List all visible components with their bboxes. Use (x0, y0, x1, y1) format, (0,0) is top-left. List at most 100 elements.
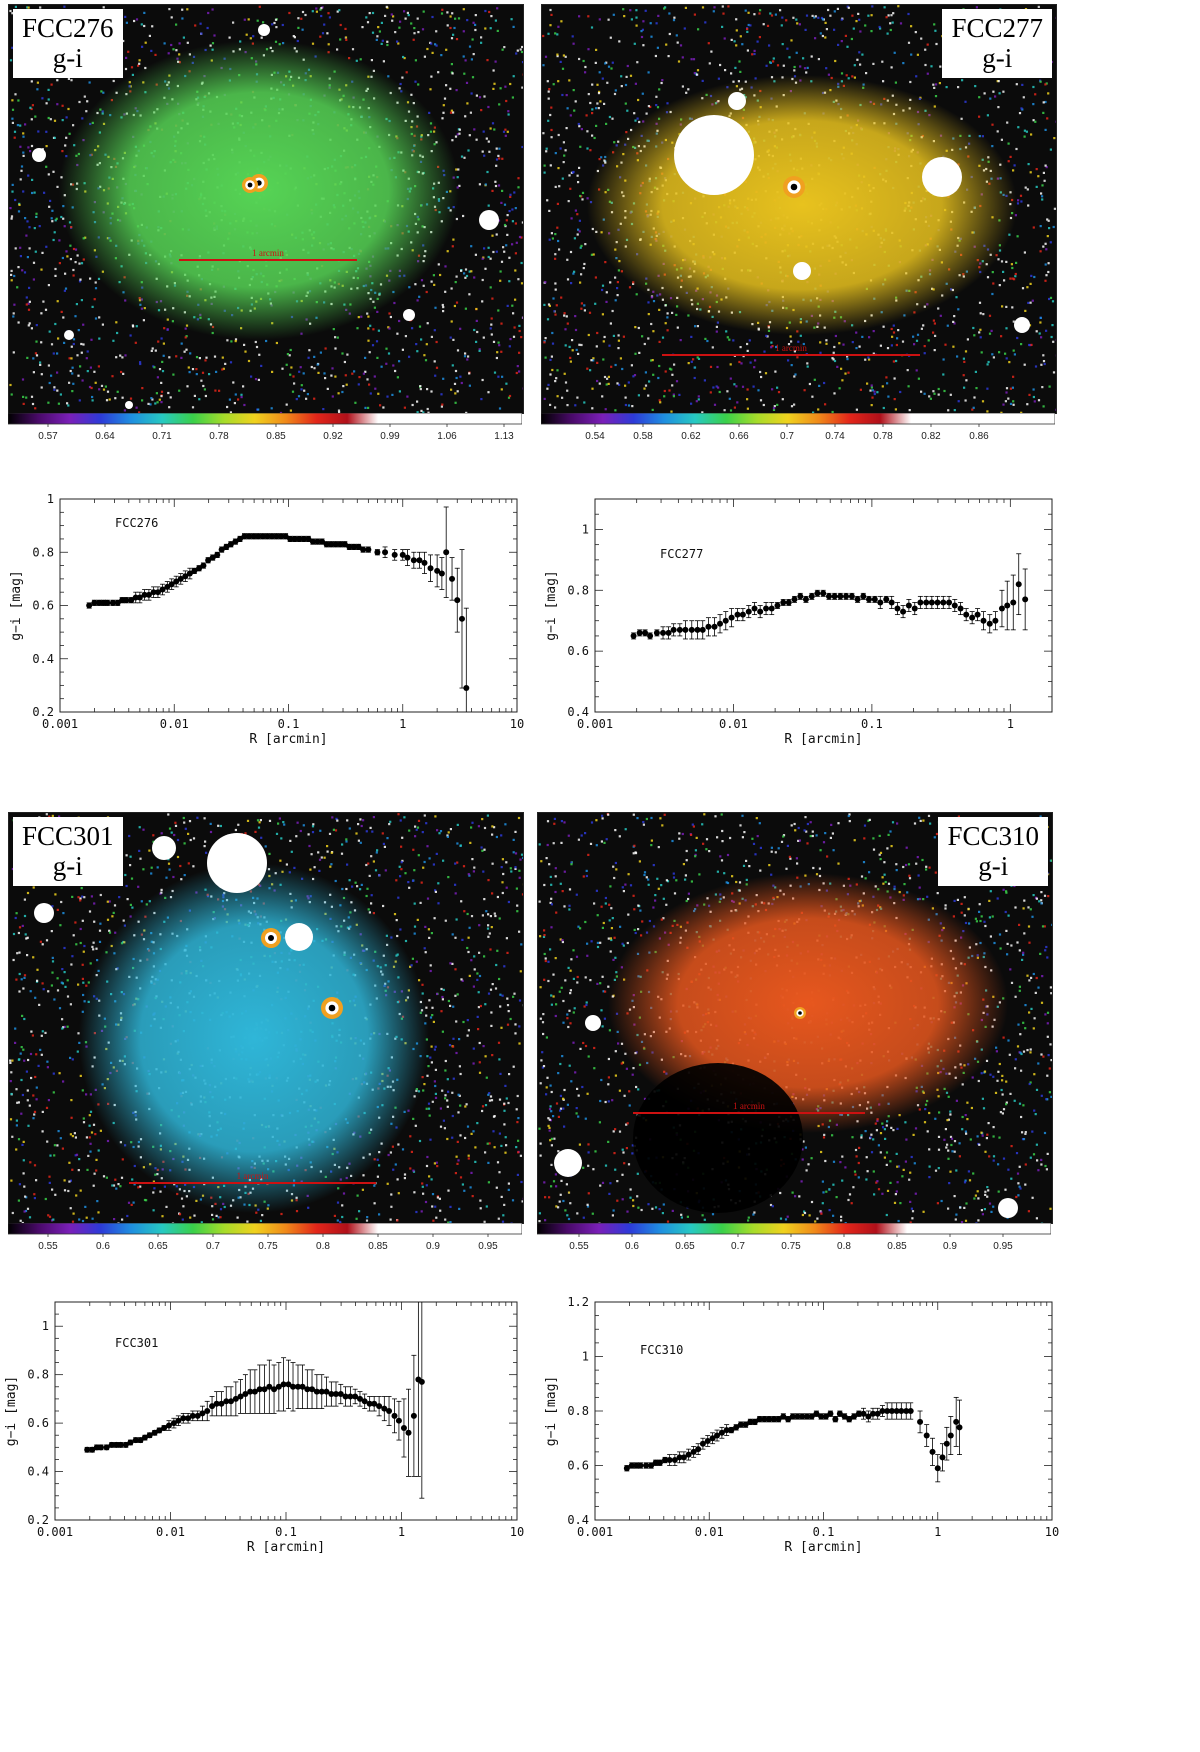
colorbar-tick-label: 1.06 (437, 431, 457, 442)
data-point (213, 1400, 220, 1407)
data-point (410, 557, 417, 564)
data-point (300, 535, 307, 542)
data-point (117, 1441, 124, 1448)
data-point (1022, 596, 1029, 603)
data-point (756, 1416, 763, 1423)
colorbar-tick-label: 0.66 (729, 431, 749, 442)
data-point (285, 1381, 292, 1388)
x-tick-label: 0.001 (42, 717, 78, 731)
data-point (848, 593, 855, 600)
data-point (218, 546, 225, 553)
y-tick-label: 0.6 (27, 1416, 49, 1430)
data-point (894, 605, 901, 612)
data-point (947, 1432, 954, 1439)
y-tick-label: 0.6 (32, 599, 54, 613)
data-point (108, 1441, 115, 1448)
star (64, 330, 74, 340)
data-point (676, 626, 683, 633)
data-point (227, 1398, 234, 1405)
data-point (159, 586, 166, 593)
data-point (323, 1388, 330, 1395)
data-point (165, 1422, 172, 1429)
data-point (745, 608, 752, 615)
data-point (739, 611, 746, 618)
star (1014, 317, 1030, 333)
colorbar-fcc310: 0.55 0.6 0.65 0.7 0.75 0.8 0.85 0.9 0.95 (537, 1223, 1051, 1252)
data-point (182, 573, 189, 580)
data-point (305, 535, 312, 542)
data-point (247, 1388, 254, 1395)
colorbar-tick-label: 0.85 (266, 431, 286, 442)
color-map-image: 1 arcmin (9, 5, 523, 413)
data-point (214, 551, 221, 558)
data-point (278, 533, 285, 540)
star (922, 157, 962, 197)
data-point (803, 1413, 810, 1420)
data-point (774, 602, 781, 609)
data-point (346, 543, 353, 550)
data-point (785, 1416, 792, 1423)
y-tick-label: 0.8 (32, 545, 54, 559)
data-point (185, 1415, 192, 1422)
data-point (323, 541, 330, 548)
data-point (747, 1418, 754, 1425)
data-point (699, 1440, 706, 1447)
y-axis-label: g−i [mag] (544, 1376, 559, 1446)
data-point (854, 596, 861, 603)
core-center (247, 182, 253, 188)
data-point (136, 594, 143, 601)
color-map-fcc301: 1 arcmin FCC301 g-i (8, 812, 524, 1224)
x-tick-label: 1 (1007, 717, 1014, 731)
data-point (168, 581, 175, 588)
data-point (150, 589, 157, 596)
data-point (695, 1446, 702, 1453)
data-point (837, 593, 844, 600)
x-tick-label: 0.01 (695, 1525, 724, 1539)
data-point (763, 605, 770, 612)
data-point (846, 1416, 853, 1423)
galaxy-glow (79, 863, 429, 1213)
data-point (860, 593, 867, 600)
masked-region (633, 1063, 803, 1213)
star (285, 923, 313, 951)
data-point (822, 1413, 829, 1420)
y-axis-label: g−i [mag] (544, 570, 559, 640)
data-point (256, 1386, 263, 1393)
data-point (186, 570, 193, 577)
data-point (917, 599, 924, 606)
x-tick-label: 0.1 (813, 1525, 835, 1539)
data-point (114, 599, 121, 606)
plot-title: FCC277 (660, 547, 703, 561)
data-point (189, 1412, 196, 1419)
plot-title: FCC310 (640, 1343, 683, 1357)
y-tick-label: 0.4 (567, 1513, 589, 1527)
data-point (290, 1383, 297, 1390)
data-point (146, 1432, 153, 1439)
colorbar-tick-label: 0.95 (478, 1241, 498, 1252)
star (585, 1015, 601, 1031)
data-point (237, 1393, 244, 1400)
x-tick-label: 0.1 (861, 717, 883, 731)
data-point (218, 1400, 225, 1407)
data-point (246, 533, 253, 540)
data-point (381, 1405, 388, 1412)
data-point (869, 1410, 876, 1417)
data-point (175, 1417, 182, 1424)
data-point (309, 538, 316, 545)
data-point (831, 593, 838, 600)
data-point (690, 1448, 697, 1455)
y-tick-label: 0.8 (567, 583, 589, 597)
data-point (928, 599, 935, 606)
data-point (200, 562, 207, 569)
data-point (141, 591, 148, 598)
colorbar-tick-label: 0.62 (681, 431, 701, 442)
data-point (637, 1462, 644, 1469)
colorbar-gradient (8, 413, 522, 425)
data-point (223, 1398, 230, 1405)
data-point (757, 608, 764, 615)
x-tick-label: 0.01 (160, 717, 189, 731)
star (793, 262, 811, 280)
color-map-image: 1 arcmin (9, 813, 523, 1223)
data-point (391, 1412, 398, 1419)
data-point (851, 1413, 858, 1420)
